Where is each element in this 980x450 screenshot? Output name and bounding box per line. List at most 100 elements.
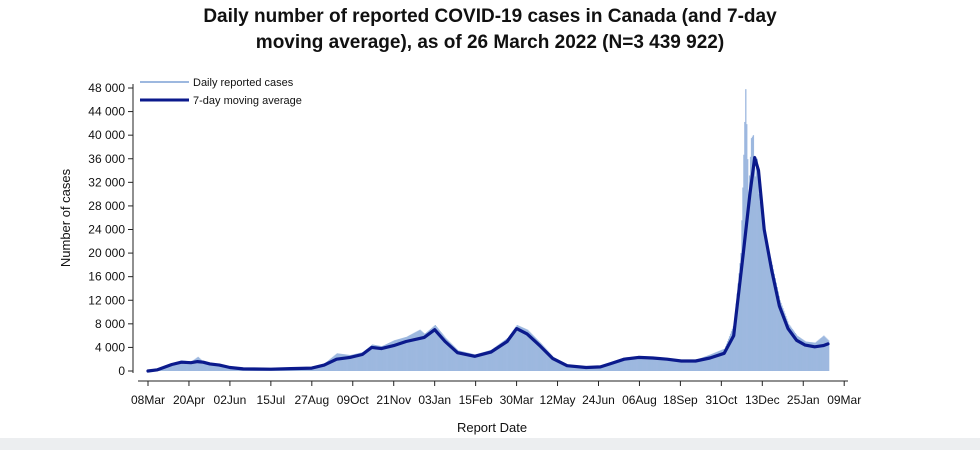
daily-case-bar bbox=[675, 359, 677, 371]
daily-case-bar bbox=[195, 358, 197, 371]
daily-case-bar bbox=[766, 244, 768, 371]
daily-case-bar bbox=[720, 350, 722, 371]
daily-case-bar bbox=[491, 349, 494, 371]
daily-case-bar bbox=[748, 175, 751, 371]
daily-case-bar bbox=[478, 353, 480, 371]
daily-case-bar bbox=[181, 360, 183, 371]
daily-case-bar bbox=[577, 365, 579, 371]
daily-case-bar bbox=[348, 354, 350, 371]
daily-case-bar bbox=[548, 352, 551, 371]
daily-case-bar bbox=[321, 364, 323, 371]
daily-case-bar bbox=[206, 362, 208, 371]
x-tick-label: 09Oct bbox=[337, 393, 370, 407]
daily-case-bar bbox=[515, 326, 517, 371]
daily-case-bar bbox=[639, 356, 641, 371]
daily-case-bar bbox=[226, 366, 228, 371]
daily-case-bar bbox=[192, 360, 195, 371]
daily-case-bar bbox=[382, 345, 384, 371]
daily-case-bar bbox=[713, 352, 716, 371]
daily-case-bar bbox=[218, 364, 220, 371]
daily-case-bar bbox=[489, 350, 492, 371]
daily-case-bar bbox=[379, 345, 381, 371]
daily-case-bar bbox=[573, 365, 576, 371]
daily-case-bar bbox=[374, 345, 376, 371]
daily-case-bar bbox=[777, 291, 779, 371]
daily-case-bar bbox=[326, 361, 328, 371]
daily-case-bar bbox=[317, 365, 319, 371]
daily-case-bar bbox=[793, 331, 796, 371]
legend: Daily reported cases 7-day moving averag… bbox=[140, 77, 302, 107]
daily-case-bar bbox=[176, 362, 178, 371]
daily-case-bar bbox=[679, 359, 681, 371]
daily-case-bar bbox=[223, 365, 225, 371]
daily-case-bar bbox=[567, 364, 569, 371]
daily-case-bar bbox=[505, 339, 507, 371]
daily-case-bar bbox=[768, 254, 771, 371]
daily-case-bar bbox=[696, 359, 698, 371]
daily-case-bar bbox=[688, 359, 691, 371]
daily-case-bar bbox=[797, 336, 799, 371]
daily-case-bar bbox=[432, 326, 435, 371]
daily-case-bar bbox=[617, 359, 619, 371]
daily-case-bar bbox=[488, 350, 490, 371]
daily-case-bar bbox=[430, 328, 433, 371]
daily-case-bar bbox=[706, 355, 708, 371]
daily-case-bar bbox=[562, 361, 564, 371]
daily-case-bar bbox=[785, 315, 787, 371]
daily-case-bar bbox=[717, 351, 719, 371]
daily-case-bar bbox=[623, 357, 625, 371]
daily-case-bar bbox=[359, 352, 361, 371]
daily-case-bar bbox=[818, 339, 820, 371]
daily-case-bar bbox=[485, 351, 487, 371]
daily-case-bar bbox=[215, 363, 217, 371]
daily-case-bar bbox=[367, 348, 369, 371]
daily-case-bar bbox=[732, 326, 735, 371]
daily-case-bar bbox=[725, 346, 727, 371]
daily-case-bar bbox=[496, 345, 498, 371]
daily-case-bar bbox=[707, 355, 709, 371]
daily-case-bar bbox=[811, 342, 814, 371]
daily-case-bar bbox=[532, 335, 535, 371]
daily-case-bar bbox=[698, 358, 700, 371]
daily-case-bar bbox=[773, 273, 776, 371]
daily-case-bar bbox=[487, 350, 489, 371]
daily-case-bar bbox=[212, 363, 215, 371]
daily-case-bar bbox=[760, 209, 762, 371]
daily-case-bar bbox=[651, 356, 654, 371]
x-axis-ticks: 08Mar 20Apr 02Jun 15Jul 27Aug 09Oct 21Nov 03Jan… bbox=[131, 381, 861, 407]
daily-case-bar bbox=[606, 364, 608, 371]
daily-case-bar bbox=[737, 283, 739, 371]
daily-case-bar bbox=[763, 231, 765, 371]
daily-case-bar bbox=[391, 341, 394, 371]
daily-case-bar bbox=[331, 357, 334, 371]
daily-case-bar bbox=[563, 362, 565, 371]
daily-case-bar bbox=[705, 356, 707, 371]
daily-case-bar bbox=[677, 359, 679, 371]
daily-case-bar bbox=[541, 344, 543, 371]
daily-case-bar bbox=[521, 327, 523, 371]
daily-case-bar bbox=[771, 264, 774, 372]
daily-case-bar bbox=[549, 353, 552, 371]
daily-case-bar bbox=[347, 354, 349, 371]
daily-case-bar bbox=[768, 251, 770, 371]
daily-case-bar bbox=[508, 336, 510, 371]
daily-case-bar bbox=[466, 352, 468, 371]
daily-case-bar bbox=[526, 329, 528, 371]
daily-case-bar bbox=[378, 345, 380, 371]
daily-case-bar bbox=[610, 362, 613, 371]
daily-case-bar bbox=[649, 356, 652, 371]
daily-case-bar bbox=[640, 356, 642, 371]
daily-case-bar bbox=[727, 341, 729, 371]
daily-case-bar bbox=[615, 360, 617, 371]
daily-case-bar bbox=[407, 336, 409, 371]
daily-case-bar bbox=[337, 353, 339, 371]
daily-case-bar bbox=[447, 339, 449, 371]
daily-case-bar bbox=[685, 359, 687, 371]
daily-case-bar bbox=[194, 358, 196, 371]
daily-case-bar bbox=[174, 362, 176, 371]
daily-case-bar bbox=[792, 330, 795, 371]
daily-case-bar bbox=[431, 327, 434, 371]
daily-case-bar bbox=[211, 363, 214, 371]
daily-case-bar bbox=[681, 359, 683, 371]
